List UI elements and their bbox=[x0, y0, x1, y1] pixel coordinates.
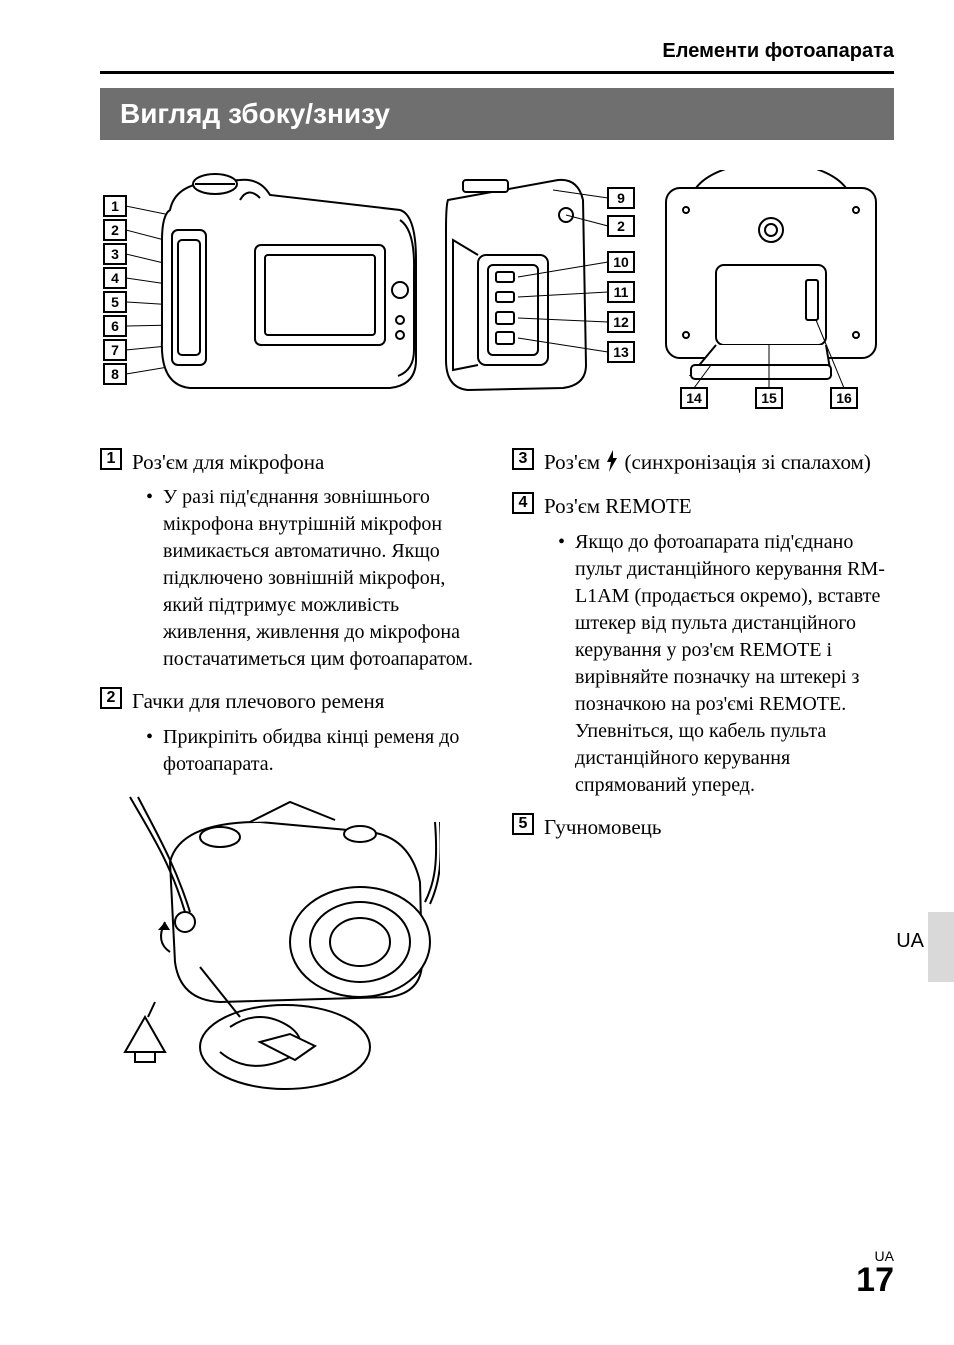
page-number: 17 bbox=[856, 1263, 894, 1297]
callout-number-box: 4 bbox=[512, 492, 534, 514]
fig1-callout: 3 bbox=[111, 246, 119, 262]
rule-thick bbox=[100, 71, 894, 74]
fig2-callout: 10 bbox=[613, 254, 629, 270]
section-title-bar: Вигляд збоку/знизу bbox=[100, 88, 894, 140]
figure-strap-attach bbox=[110, 792, 482, 1099]
bullet-list: • Якщо до фотоапарата під'єднано пульт д… bbox=[558, 529, 894, 799]
fig1-callout: 7 bbox=[111, 342, 119, 358]
language-tab bbox=[928, 912, 954, 982]
manual-page: Елементи фотоапарата Вигляд збоку/знизу … bbox=[0, 0, 954, 1345]
item-label: Роз'єм REMOTE bbox=[544, 492, 894, 520]
fig2-callout: 2 bbox=[617, 218, 625, 234]
fig1-callout: 6 bbox=[111, 318, 119, 334]
running-head: Елементи фотоапарата bbox=[100, 40, 894, 63]
fig1-callout: 1 bbox=[111, 198, 119, 214]
bullet-dot: • bbox=[146, 724, 153, 778]
flash-sync-icon bbox=[605, 450, 619, 472]
fig3-callout: 16 bbox=[836, 390, 852, 406]
figure-side-view: 1 2 3 4 5 6 7 8 bbox=[100, 170, 420, 420]
figure-side2-svg: 9 2 10 11 12 13 bbox=[438, 170, 638, 420]
fig3-callout: 15 bbox=[761, 390, 777, 406]
bullet-list: • У разі під'єднання зовнішнього мікрофо… bbox=[146, 484, 482, 673]
list-item: 4 Роз'єм REMOTE bbox=[512, 492, 894, 520]
list-item: 1 Роз'єм для мікрофона bbox=[100, 448, 482, 476]
callout-number-box: 5 bbox=[512, 813, 534, 835]
figure-row: 1 2 3 4 5 6 7 8 bbox=[100, 170, 894, 420]
item-label: Гучномовець bbox=[544, 813, 894, 841]
bullet-text: Прикріпіть обидва кінці ременя до фотоап… bbox=[163, 724, 482, 778]
fig1-callout: 5 bbox=[111, 294, 119, 310]
bullet-list: • Прикріпіть обидва кінці ременя до фото… bbox=[146, 724, 482, 778]
fig3-callout: 14 bbox=[686, 390, 702, 406]
figure-bottom-view: 14 15 16 bbox=[656, 170, 886, 420]
list-item: 5 Гучномовець bbox=[512, 813, 894, 841]
body-columns: 1 Роз'єм для мікрофона • У разі під'єдна… bbox=[100, 440, 894, 1099]
fig1-callout: 8 bbox=[111, 366, 119, 382]
bullet-dot: • bbox=[558, 529, 565, 799]
figure-side-svg: 1 2 3 4 5 6 7 8 bbox=[100, 170, 420, 420]
fig2-callout: 11 bbox=[614, 284, 629, 300]
fig2-callout: 12 bbox=[613, 314, 629, 330]
language-tab-label: UA bbox=[896, 930, 924, 953]
bullet-item: • Якщо до фотоапарата під'єднано пульт д… bbox=[558, 529, 894, 799]
list-item: 3 Роз'єм (синхронізація зі спалахом) bbox=[512, 448, 894, 476]
item-label-post: (синхронізація зі спалахом) bbox=[619, 450, 871, 474]
item-label: Роз'єм (синхронізація зі спалахом) bbox=[544, 448, 894, 476]
callout-number-box: 3 bbox=[512, 448, 534, 470]
left-column: 1 Роз'єм для мікрофона • У разі під'єдна… bbox=[100, 440, 482, 1099]
fig1-callout: 4 bbox=[111, 270, 119, 286]
bullet-item: • У разі під'єднання зовнішнього мікрофо… bbox=[146, 484, 482, 673]
fig2-callout: 13 bbox=[613, 344, 629, 360]
figure-side-view-2: 9 2 10 11 12 13 bbox=[438, 170, 638, 420]
figure-strap-svg bbox=[110, 792, 440, 1092]
bullet-item: • Прикріпіть обидва кінці ременя до фото… bbox=[146, 724, 482, 778]
bullet-text: У разі під'єднання зовнішнього мікрофона… bbox=[163, 484, 482, 673]
item-label: Гачки для плечового ременя bbox=[132, 687, 482, 715]
bullet-text: Якщо до фотоапарата під'єднано пульт дис… bbox=[575, 529, 894, 799]
item-label-pre: Роз'єм bbox=[544, 450, 605, 474]
right-column: 3 Роз'єм (синхронізація зі спалахом) 4 Р… bbox=[512, 440, 894, 1099]
fig2-callout: 9 bbox=[617, 190, 625, 206]
item-label: Роз'єм для мікрофона bbox=[132, 448, 482, 476]
fig1-callout: 2 bbox=[111, 222, 119, 238]
bullet-dot: • bbox=[146, 484, 153, 673]
page-number-block: UA 17 bbox=[856, 1249, 894, 1297]
callout-number-box: 1 bbox=[100, 448, 122, 470]
list-item: 2 Гачки для плечового ременя bbox=[100, 687, 482, 715]
callout-number-box: 2 bbox=[100, 687, 122, 709]
figure-bottom-svg: 14 15 16 bbox=[656, 170, 886, 420]
